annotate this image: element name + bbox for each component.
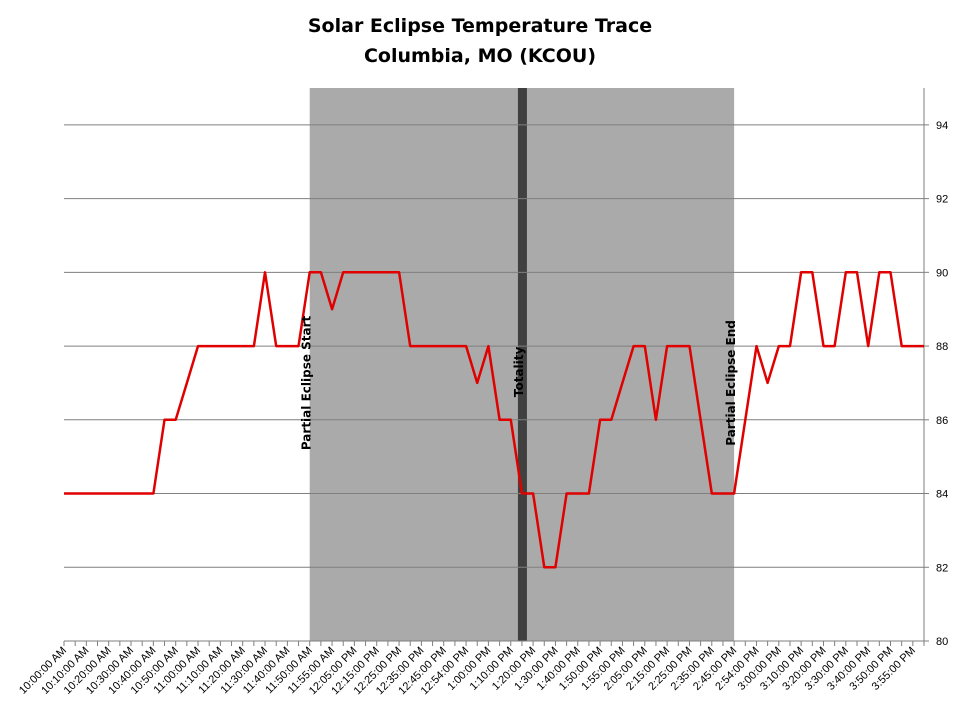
totality-bar <box>517 88 527 641</box>
y-tick-label: 84 <box>936 489 948 501</box>
y-tick-label: 86 <box>936 415 948 427</box>
series-layer <box>64 271 924 569</box>
y-tick-label: 82 <box>936 562 948 574</box>
y-tick-label: 90 <box>936 267 948 279</box>
gridlines <box>64 124 924 568</box>
annotation-label: Partial Eclipse End <box>724 320 738 446</box>
y-tick-label: 92 <box>936 194 948 206</box>
chart-title: Solar Eclipse Temperature Trace <box>308 15 652 37</box>
annotation-label: Totality <box>512 346 526 397</box>
temperature-series-line <box>64 271 924 569</box>
annotations: Partial Eclipse Start Totality Partial Ecl… <box>300 315 738 450</box>
y-tick-label: 88 <box>936 341 948 353</box>
chart-subtitle: Columbia, MO (KCOU) <box>364 45 596 67</box>
y-tick-label: 94 <box>936 120 948 132</box>
annotation-label: Partial Eclipse Start <box>300 315 314 450</box>
y-tick-label: 80 <box>936 636 948 648</box>
